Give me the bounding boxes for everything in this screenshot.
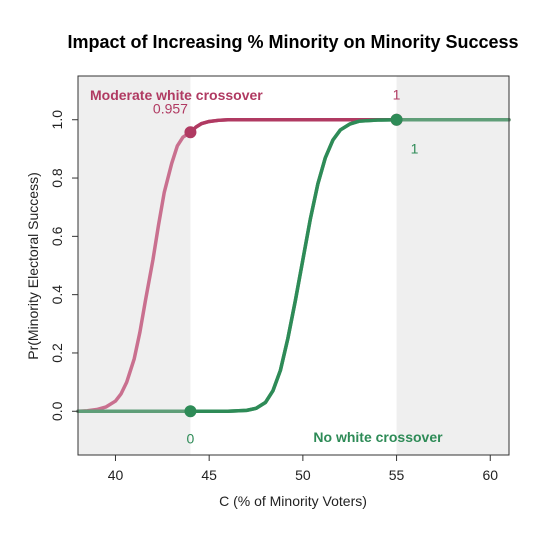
shaded-region-1 (78, 76, 191, 455)
data-point-4 (390, 113, 403, 126)
data-point-1 (184, 126, 197, 139)
point-label-1: 0.957 (153, 100, 188, 116)
series-line-emphasis-2 (188, 117, 399, 414)
x-axis-label: C (% of Minority Voters) (219, 493, 367, 509)
x-tick-label-3: 50 (295, 467, 311, 483)
y-tick-label-6: 1.0 (49, 110, 65, 130)
x-tick-label-5: 60 (482, 467, 498, 483)
plot-frame (77, 75, 510, 456)
point-label-2: 1 (393, 87, 401, 103)
data-point-3 (184, 405, 197, 418)
y-tick-label-4: 0.6 (49, 226, 65, 246)
series-annotation-2: No white crossover (313, 429, 443, 445)
series-annotation-1: Moderate white crossover (90, 87, 263, 103)
chart-title: Impact of Increasing % Minority on Minor… (67, 32, 518, 52)
plot-area: 0.957 1 0 1 Moderate white crossover No white… (49, 75, 511, 483)
point-label-3: 0 (187, 430, 195, 446)
x-tick-label-2: 45 (201, 467, 217, 483)
y-axis-label: Pr(Minority Electoral Success) (25, 172, 41, 360)
y-tick-label-5: 0.8 (49, 168, 65, 188)
series-line-emphasis-1 (188, 117, 399, 135)
x-tick-label-1: 40 (108, 467, 124, 483)
x-tick-label-4: 55 (389, 467, 405, 483)
shaded-region-2 (396, 76, 509, 455)
y-tick-label-1: 0.0 (49, 401, 65, 421)
y-tick-label-2: 0.2 (49, 343, 65, 363)
y-tick-label-3: 0.4 (49, 285, 65, 305)
point-label-4: 1 (411, 141, 419, 157)
